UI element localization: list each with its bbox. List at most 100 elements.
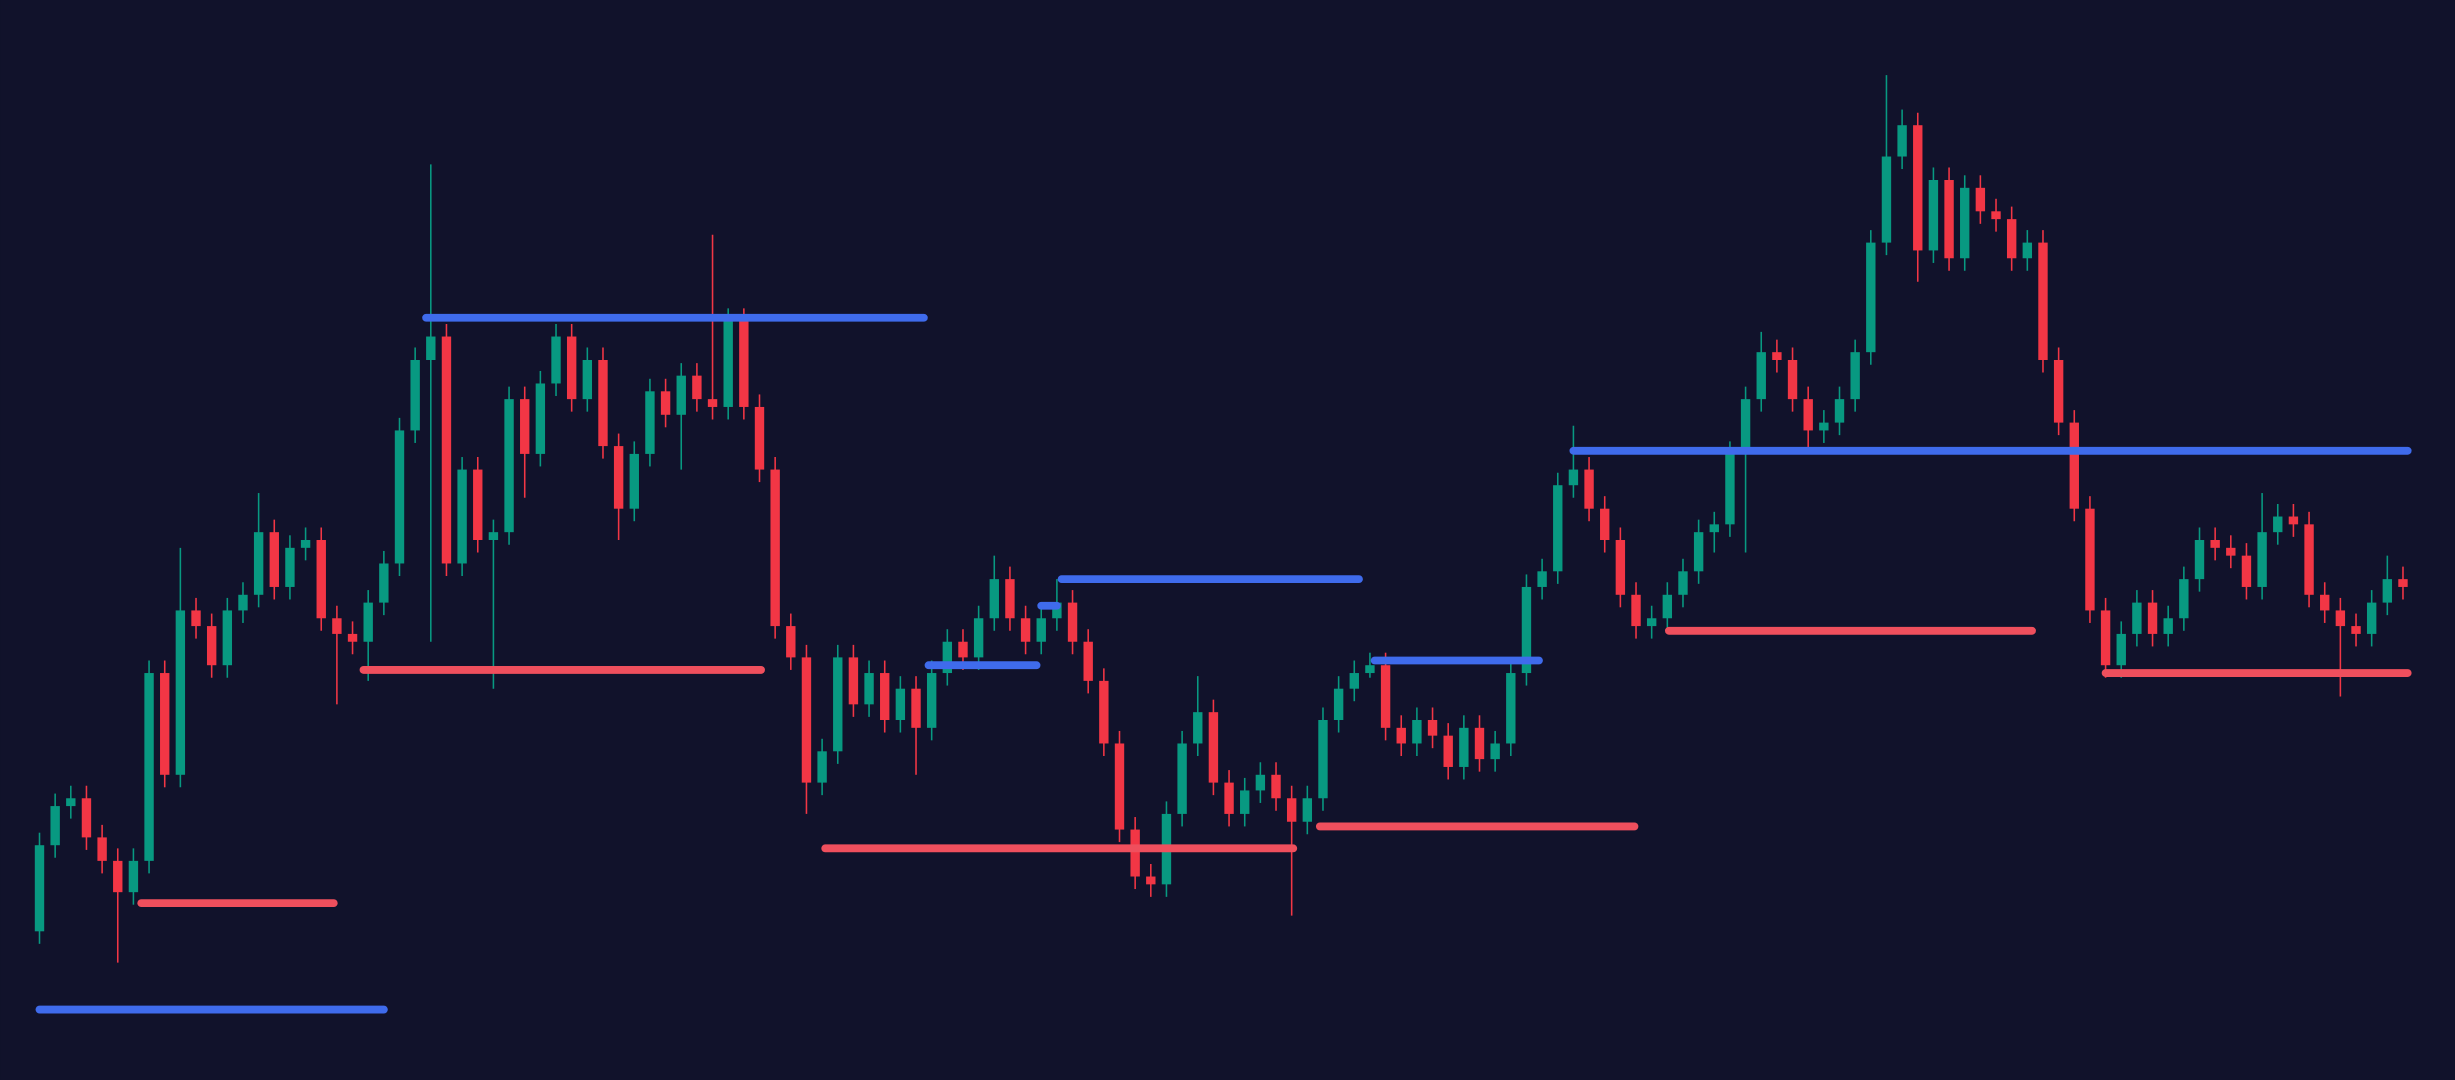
candle-body [300,540,311,548]
candle-body [1083,641,1093,681]
candle-body [1130,829,1140,877]
candle-body [488,532,499,540]
candle-body [2006,219,2017,259]
candle-body [1646,618,1657,627]
candle-body [551,336,561,384]
candle-body [2038,242,2048,360]
candle-body [34,845,45,932]
candle-body [629,453,639,509]
candle-body [222,610,233,666]
candle-body [1553,485,1563,572]
candle-body [2194,540,2205,580]
candle-body [1036,618,1046,642]
candle-body [645,391,655,454]
candle-body [394,430,405,564]
candle-body [1991,211,2001,220]
candle-body [1333,688,1344,720]
candle-body [786,626,796,658]
candle-body [535,383,546,454]
candle-body [473,469,483,540]
candle-body [1787,360,1798,400]
candle-body [1067,602,1078,642]
candle-body [2226,547,2236,556]
candle-body [113,860,123,893]
candle-body [1772,352,1782,360]
candle-body [1193,712,1203,744]
candle-body [363,602,373,642]
candle-body [1928,180,1939,251]
candle-body [238,594,248,611]
candle-body [1318,720,1328,799]
candle-body [566,336,577,400]
candle-body [895,688,906,720]
candle-body [1756,352,1766,400]
candle-body [269,532,279,587]
candle-body [1506,673,1516,744]
candle-body [942,641,953,674]
candle-body [1850,352,1860,400]
candle-body [379,563,389,603]
candle-body [160,673,170,775]
candle-body [676,375,686,415]
candle-body [1662,594,1673,619]
candle-body [1146,876,1156,885]
candle-body [1208,712,1219,783]
candle-body [1114,743,1125,830]
candle-body [66,798,76,807]
candle-body [1600,508,1610,540]
candle-body [1521,586,1532,674]
candle-body [2366,602,2377,634]
candle-body [1396,727,1406,744]
candle-body [1897,125,1907,157]
candle-body [770,469,780,627]
candle-body [1099,680,1109,744]
candle-body [1380,665,1391,728]
candle-body [2069,422,2079,509]
candle-body [1005,579,1015,619]
candle-body [2398,579,2408,587]
candle-body [2022,242,2033,259]
candle-body [1286,798,1297,822]
candle-body [2273,516,2283,533]
candle-body [2163,618,2173,634]
candle-body [723,320,733,407]
candle-body [582,360,593,400]
candle-body [2116,633,2126,666]
candle-body [1427,720,1438,736]
candle-body [426,336,436,360]
candle-body [1725,453,1735,525]
candle-body [253,532,264,595]
candle-body [1490,743,1500,760]
candle-body [1302,798,1313,822]
candle-body [1975,187,1986,212]
candle-body [1240,790,1250,814]
candle-body [2320,594,2330,611]
candle-body [2304,524,2314,595]
candle-body [128,860,139,893]
candle-body [1271,774,1281,799]
candle-body [1459,727,1469,767]
candle-body [613,446,624,509]
candle-body [50,806,60,846]
candle-body [2147,602,2158,634]
candle-body [2382,579,2393,603]
candle-body [1819,422,1829,431]
candle-body [2132,602,2142,634]
candle-body [504,399,514,533]
candle-body [1412,720,1422,744]
candle-body [2351,626,2361,634]
candle-body [1631,594,1641,627]
candle-body [958,641,968,658]
candle-body [1740,399,1751,454]
candle-body [2085,508,2095,611]
candle-body [1615,540,1626,595]
candle-body [1960,187,1970,259]
candle-body [97,837,107,861]
candle-body [739,320,749,407]
candle-body [441,336,452,564]
candle-body [175,610,186,775]
candle-body [1255,774,1266,791]
candle-body [520,399,530,454]
